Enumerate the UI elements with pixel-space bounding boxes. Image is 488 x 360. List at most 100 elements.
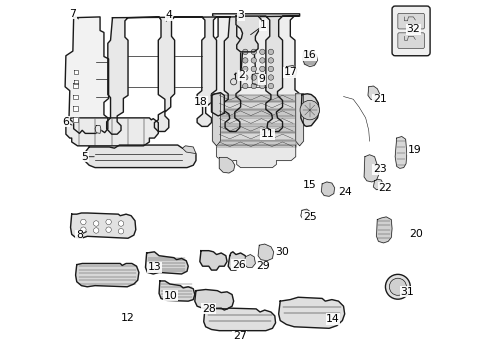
Polygon shape — [219, 157, 234, 173]
Polygon shape — [211, 93, 224, 116]
Polygon shape — [258, 244, 273, 261]
Circle shape — [267, 58, 273, 63]
Polygon shape — [216, 102, 295, 109]
Polygon shape — [84, 145, 196, 167]
Polygon shape — [216, 141, 295, 147]
Polygon shape — [285, 66, 296, 77]
Circle shape — [250, 58, 256, 63]
Polygon shape — [216, 145, 295, 167]
Circle shape — [93, 221, 99, 226]
Circle shape — [242, 49, 247, 55]
Circle shape — [259, 49, 264, 55]
Circle shape — [259, 66, 264, 72]
Polygon shape — [212, 94, 220, 146]
Polygon shape — [302, 51, 317, 67]
Polygon shape — [70, 213, 136, 238]
Text: 11: 11 — [261, 129, 274, 139]
Polygon shape — [74, 80, 78, 84]
Text: 31: 31 — [400, 287, 414, 297]
Text: 13: 13 — [147, 262, 161, 273]
Text: 24: 24 — [337, 188, 351, 197]
Polygon shape — [367, 86, 379, 100]
Polygon shape — [300, 209, 311, 220]
Circle shape — [250, 83, 256, 89]
Circle shape — [388, 278, 406, 295]
Circle shape — [242, 75, 247, 80]
Polygon shape — [216, 134, 295, 140]
Text: 29: 29 — [256, 261, 269, 271]
Circle shape — [118, 229, 123, 234]
Polygon shape — [159, 281, 194, 301]
Circle shape — [267, 75, 273, 80]
Text: 10: 10 — [163, 291, 177, 301]
Circle shape — [267, 83, 273, 89]
Polygon shape — [76, 264, 139, 287]
Polygon shape — [73, 117, 78, 122]
Polygon shape — [321, 182, 334, 196]
Polygon shape — [66, 118, 158, 146]
Text: 14: 14 — [325, 314, 339, 324]
Circle shape — [106, 219, 111, 225]
Circle shape — [230, 78, 236, 85]
Polygon shape — [194, 289, 233, 309]
Polygon shape — [203, 308, 275, 330]
Circle shape — [267, 66, 273, 72]
Polygon shape — [223, 16, 298, 131]
Polygon shape — [216, 110, 295, 116]
Text: 16: 16 — [302, 50, 316, 60]
Circle shape — [259, 58, 264, 63]
Text: 9: 9 — [258, 74, 265, 84]
Text: 5: 5 — [81, 152, 88, 162]
Circle shape — [300, 100, 319, 120]
Polygon shape — [252, 73, 260, 85]
FancyBboxPatch shape — [397, 13, 424, 29]
Polygon shape — [364, 155, 378, 182]
Polygon shape — [145, 252, 188, 274]
Polygon shape — [200, 251, 226, 270]
Circle shape — [242, 83, 247, 89]
Polygon shape — [295, 94, 303, 146]
Text: 12: 12 — [120, 313, 134, 323]
Circle shape — [81, 227, 86, 233]
Text: 6: 6 — [62, 117, 69, 127]
Polygon shape — [95, 126, 101, 134]
Text: 7: 7 — [69, 9, 76, 19]
Text: 19: 19 — [407, 145, 421, 155]
Polygon shape — [394, 136, 406, 168]
Polygon shape — [212, 14, 299, 159]
Circle shape — [250, 49, 256, 55]
Polygon shape — [73, 106, 78, 111]
Polygon shape — [373, 179, 383, 190]
Text: 20: 20 — [408, 229, 422, 239]
Circle shape — [259, 83, 264, 89]
Circle shape — [81, 219, 86, 225]
Polygon shape — [73, 83, 78, 87]
Text: 17: 17 — [283, 67, 297, 77]
Polygon shape — [244, 255, 255, 267]
FancyBboxPatch shape — [391, 6, 429, 56]
Polygon shape — [65, 17, 108, 134]
Polygon shape — [216, 118, 295, 124]
Polygon shape — [228, 252, 246, 270]
Text: 28: 28 — [202, 304, 215, 314]
Text: 22: 22 — [377, 183, 391, 193]
Circle shape — [385, 274, 409, 299]
Circle shape — [242, 66, 247, 72]
Polygon shape — [73, 95, 78, 99]
Text: 30: 30 — [275, 247, 289, 257]
Text: 3: 3 — [237, 10, 244, 20]
Text: 26: 26 — [231, 260, 245, 270]
Circle shape — [267, 49, 273, 55]
Text: 27: 27 — [232, 331, 246, 341]
Circle shape — [242, 58, 247, 63]
Text: 23: 23 — [372, 164, 386, 174]
Polygon shape — [182, 146, 196, 154]
Polygon shape — [236, 16, 262, 52]
Text: 25: 25 — [302, 212, 316, 222]
Text: 8: 8 — [76, 230, 83, 240]
Circle shape — [93, 228, 99, 233]
Text: 4: 4 — [165, 10, 172, 20]
Polygon shape — [300, 94, 318, 126]
Polygon shape — [74, 70, 78, 74]
Text: 21: 21 — [372, 94, 386, 104]
